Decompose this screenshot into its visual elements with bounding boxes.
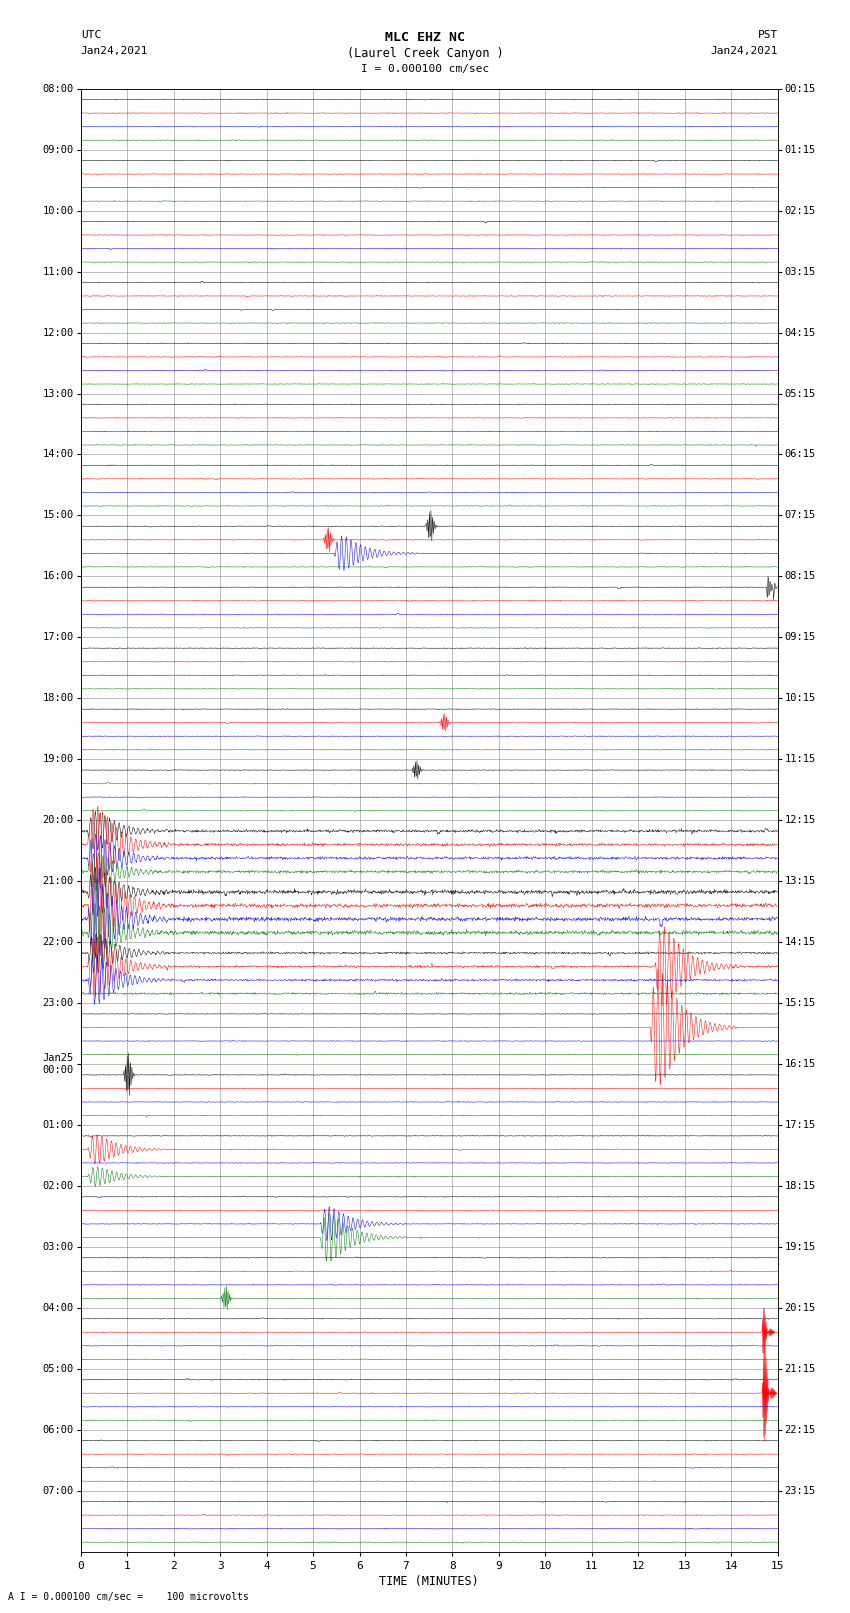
Text: Jan24,2021: Jan24,2021	[81, 47, 148, 56]
Text: (Laurel Creek Canyon ): (Laurel Creek Canyon )	[347, 47, 503, 60]
Text: I = 0.000100 cm/sec: I = 0.000100 cm/sec	[361, 65, 489, 74]
Text: UTC: UTC	[81, 31, 101, 40]
Text: Jan24,2021: Jan24,2021	[711, 47, 778, 56]
Text: A I = 0.000100 cm/sec =    100 microvolts: A I = 0.000100 cm/sec = 100 microvolts	[8, 1592, 249, 1602]
X-axis label: TIME (MINUTES): TIME (MINUTES)	[379, 1574, 479, 1587]
Text: PST: PST	[757, 31, 778, 40]
Text: MLC EHZ NC: MLC EHZ NC	[385, 31, 465, 44]
